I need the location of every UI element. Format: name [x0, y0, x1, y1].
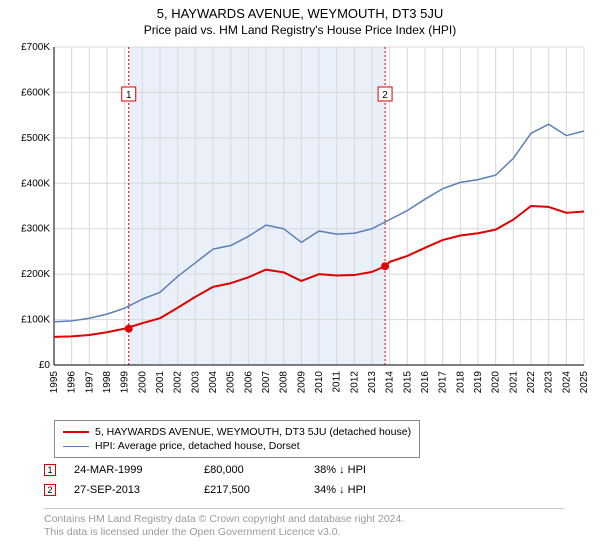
sale-date: 27-SEP-2013 [74, 484, 204, 496]
sale-hpi: 38% ↓ HPI [314, 464, 434, 476]
svg-text:2005: 2005 [226, 371, 237, 394]
legend-label: HPI: Average price, detached house, Dors… [95, 439, 300, 453]
sale-price: £80,000 [204, 464, 314, 476]
svg-text:£0: £0 [39, 360, 51, 371]
svg-text:2001: 2001 [155, 371, 166, 394]
svg-text:1: 1 [126, 90, 132, 101]
price-chart: £0 £100K £200K £300K £400K £500K £600K £700K 199… [10, 41, 590, 411]
svg-text:2: 2 [382, 90, 388, 101]
svg-text:2019: 2019 [473, 371, 484, 394]
svg-text:2010: 2010 [314, 371, 325, 394]
footer-attribution: Contains HM Land Registry data © Crown c… [44, 508, 564, 539]
legend: 5, HAYWARDS AVENUE, WEYMOUTH, DT3 5JU (d… [54, 420, 420, 458]
svg-text:2022: 2022 [526, 371, 537, 394]
svg-text:1996: 1996 [67, 371, 78, 394]
svg-text:2015: 2015 [402, 371, 413, 394]
svg-text:2024: 2024 [561, 371, 572, 394]
sale-price: £217,500 [204, 484, 314, 496]
svg-text:2002: 2002 [173, 371, 184, 394]
page-subtitle: Price paid vs. HM Land Registry's House … [0, 21, 600, 41]
page-title: 5, HAYWARDS AVENUE, WEYMOUTH, DT3 5JU [0, 0, 600, 21]
svg-text:2023: 2023 [544, 371, 555, 394]
footer-line2: This data is licensed under the Open Gov… [44, 526, 564, 539]
svg-text:1998: 1998 [102, 371, 113, 394]
sale-row: 1 24-MAR-1999£80,00038% ↓ HPI [44, 460, 434, 480]
svg-text:2006: 2006 [243, 371, 254, 394]
svg-text:2011: 2011 [332, 371, 343, 393]
svg-text:2014: 2014 [385, 371, 396, 394]
svg-text:£700K: £700K [21, 42, 50, 53]
legend-swatch [63, 431, 89, 433]
svg-text:2008: 2008 [279, 371, 290, 394]
svg-text:£600K: £600K [21, 87, 50, 98]
sale-date: 24-MAR-1999 [74, 464, 204, 476]
svg-text:2012: 2012 [349, 371, 360, 394]
legend-swatch [63, 446, 89, 447]
svg-text:2020: 2020 [491, 371, 502, 394]
svg-text:2017: 2017 [438, 371, 449, 394]
svg-text:1999: 1999 [120, 371, 131, 394]
svg-text:2000: 2000 [137, 371, 148, 394]
sale-row: 2 27-SEP-2013£217,50034% ↓ HPI [44, 480, 434, 500]
svg-text:£400K: £400K [21, 178, 50, 189]
svg-text:2004: 2004 [208, 371, 219, 394]
sale-marker: 1 [44, 464, 56, 476]
svg-text:£100K: £100K [21, 315, 50, 326]
sale-marker: 2 [44, 484, 56, 496]
svg-text:£200K: £200K [21, 269, 50, 280]
svg-text:£500K: £500K [21, 133, 50, 144]
svg-text:2009: 2009 [296, 371, 307, 394]
svg-text:2021: 2021 [508, 371, 519, 394]
svg-text:2018: 2018 [455, 371, 466, 394]
legend-label: 5, HAYWARDS AVENUE, WEYMOUTH, DT3 5JU (d… [95, 425, 411, 439]
legend-row: HPI: Average price, detached house, Dors… [63, 439, 411, 453]
svg-text:1997: 1997 [84, 371, 95, 394]
svg-text:1995: 1995 [49, 371, 60, 394]
svg-text:2016: 2016 [420, 371, 431, 394]
svg-text:2025: 2025 [579, 371, 590, 394]
sales-table: 1 24-MAR-1999£80,00038% ↓ HPI 2 27-SEP-2013… [44, 460, 434, 500]
sale-hpi: 34% ↓ HPI [314, 484, 434, 496]
svg-text:2013: 2013 [367, 371, 378, 394]
svg-text:2007: 2007 [261, 371, 272, 394]
svg-text:£300K: £300K [21, 224, 50, 235]
footer-line1: Contains HM Land Registry data © Crown c… [44, 513, 564, 526]
svg-text:2003: 2003 [190, 371, 201, 394]
legend-row: 5, HAYWARDS AVENUE, WEYMOUTH, DT3 5JU (d… [63, 425, 411, 439]
